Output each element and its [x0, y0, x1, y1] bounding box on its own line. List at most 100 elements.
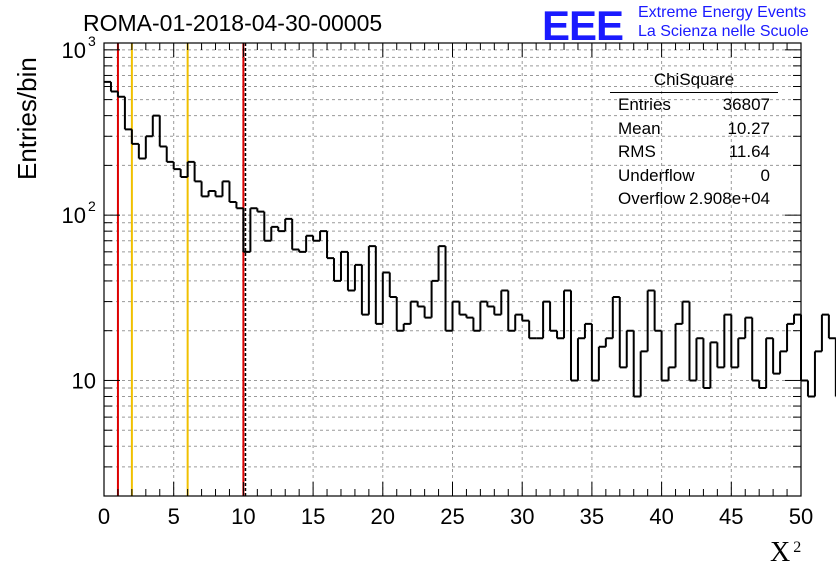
histogram-bin [172, 161, 181, 171]
histogram-bin [576, 337, 585, 381]
histogram-bin [486, 301, 495, 308]
chart-title: ROMA-01-2018-04-30-00005 [83, 10, 383, 36]
histogram-bin [200, 181, 209, 198]
x-tick-label: 35 [580, 504, 604, 529]
histogram-bin [430, 279, 439, 318]
x-tick-label: 40 [649, 504, 673, 529]
histogram-bin [144, 135, 153, 159]
histogram-bin [381, 271, 390, 324]
histogram-bin [479, 300, 488, 331]
stats-title: ChiSquare [610, 68, 778, 93]
histogram-bin [123, 96, 132, 131]
histogram-bin [820, 313, 829, 352]
y-axis-label: Entries/bin [12, 57, 42, 180]
y-tick-label: 10 [72, 368, 96, 393]
histogram-bin [646, 289, 655, 352]
histogram-bin [709, 341, 718, 389]
stats-key: Underflow [618, 165, 695, 185]
histogram-bin [702, 338, 711, 390]
histogram-bin [604, 337, 613, 347]
x-tick-label: 5 [168, 504, 180, 529]
histogram-bin [151, 114, 160, 137]
brand-line-2: La Scienza nelle Scuole [638, 23, 809, 40]
histogram-bin [339, 250, 348, 281]
histogram-bin [137, 143, 146, 160]
histogram-bin [360, 264, 369, 316]
stats-key: Overflow [618, 189, 686, 208]
x-tick-label: 10 [231, 504, 255, 529]
histogram-bin [270, 225, 279, 241]
x-axis-ticks: 0 5 10 15 20 25 30 35 40 45 50 [98, 43, 813, 529]
histogram-bin [779, 350, 788, 374]
stats-key: RMS [618, 142, 656, 161]
histogram-bin [326, 231, 335, 260]
stats-value: 11.64 [728, 142, 770, 161]
eee-logo: EEE [542, 2, 624, 49]
histogram-bin [228, 181, 237, 204]
histogram-bin [583, 322, 592, 339]
histogram-bin [319, 230, 328, 241]
histogram-bin [312, 235, 321, 242]
stats-value: 2.908e+04 [689, 189, 770, 208]
histogram-bin [723, 313, 732, 368]
histogram-bin [291, 218, 300, 251]
histogram-bin [772, 338, 781, 375]
stats-value: 10.27 [727, 118, 770, 138]
histogram-bin [158, 115, 167, 148]
histogram-bin [207, 189, 216, 197]
histogram-bin [402, 322, 411, 331]
histogram-bin [563, 289, 571, 339]
stats-key: Mean [618, 118, 661, 138]
histogram-bin [500, 289, 509, 315]
stats-row: Underflow 0 [610, 164, 778, 188]
histogram-bin [186, 160, 195, 178]
histogram-bin [569, 290, 578, 382]
x-tick-label: 20 [371, 504, 395, 529]
x-tick-label: 45 [719, 504, 743, 529]
histogram-bin [667, 366, 676, 381]
histogram-bin [451, 300, 460, 331]
histogram-bin [374, 246, 383, 325]
histogram-bin [590, 323, 599, 382]
histogram-bin [423, 306, 432, 319]
y-tick-exponent: 3 [88, 33, 96, 49]
histogram-bin [305, 234, 314, 252]
histogram-bin [695, 337, 704, 381]
histogram-bin [549, 301, 558, 332]
stats-box: ChiSquare Entries 36807 Mean 10.27 RMS 11.6… [610, 68, 778, 208]
stats-row: Entries 36807 [610, 93, 778, 117]
histogram-bin [618, 296, 627, 369]
histogram-bin [793, 313, 801, 324]
histogram-bin [409, 300, 418, 324]
histogram-bin [625, 329, 634, 368]
histogram-bin [333, 258, 341, 282]
histogram-bin [472, 317, 481, 332]
histogram-bin [507, 290, 516, 332]
histogram-bin [542, 300, 551, 339]
histogram-bin [277, 226, 286, 233]
histogram-bin [458, 301, 467, 316]
histogram-bin [786, 322, 795, 352]
histogram-bin [737, 337, 746, 368]
x-tick-label: 15 [301, 504, 325, 529]
x-axis-label-text: X [770, 537, 791, 568]
histogram-bin [263, 211, 272, 242]
histogram-bin [730, 314, 739, 369]
histogram-bin [514, 313, 523, 331]
histogram-bin [388, 272, 397, 298]
histogram-bin [688, 301, 697, 382]
brand-line-1: Extreme Energy Events [638, 4, 807, 21]
stats-row: Overflow 2.908e+04 [610, 187, 778, 211]
histogram-bin [416, 301, 425, 308]
histogram-bin [765, 337, 774, 389]
histogram-bin [521, 314, 530, 322]
histogram-bin [827, 314, 836, 340]
histogram-bin [611, 295, 620, 339]
y-tick-label: 10 [62, 38, 86, 63]
x-tick-label: 30 [510, 504, 534, 529]
histogram-bin [346, 251, 355, 292]
histogram-bin [800, 314, 808, 382]
histogram-bin [437, 245, 446, 281]
